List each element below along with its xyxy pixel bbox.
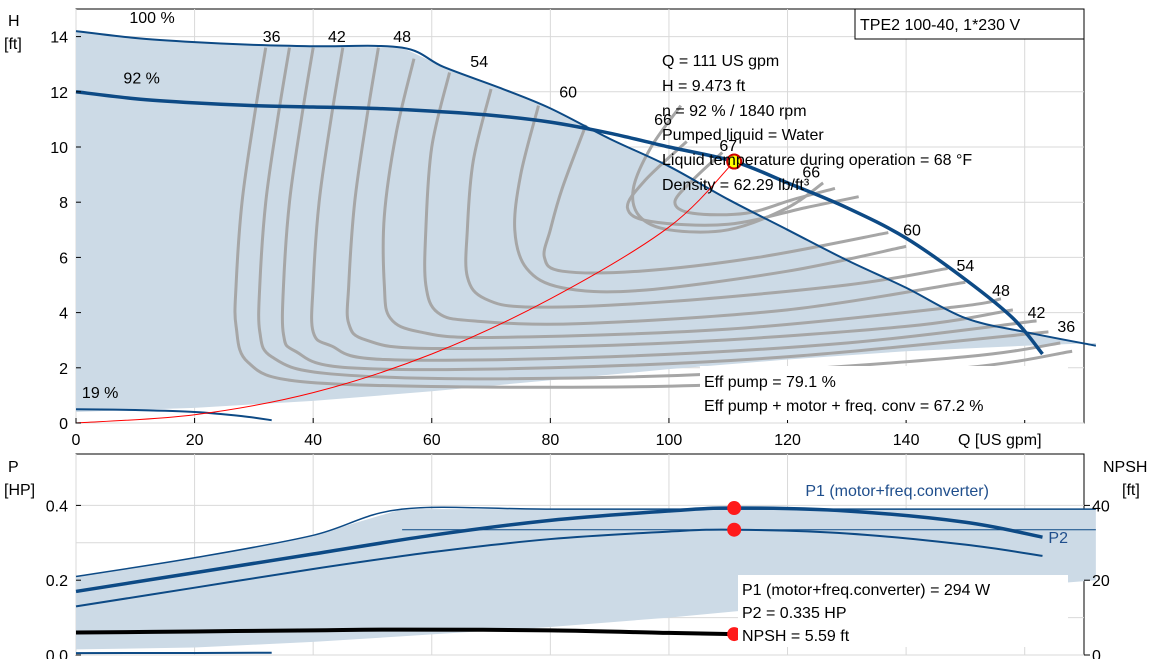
efficiency-label: 67	[719, 138, 737, 155]
power-series-label: P1 (motor+freq.converter)	[805, 483, 989, 500]
p2-curve	[75, 528, 1043, 608]
npsh-y-tick-label: 20	[1092, 573, 1110, 590]
efficiency-label: 42	[328, 29, 346, 46]
p1-max-curve	[75, 506, 1096, 578]
p1-curve	[75, 506, 1043, 594]
power-chart: P1 (motor+freq.converter) P2 0.0 0.2 0.4 0 2…	[4, 453, 1147, 659]
head-info-head: H = 9.473 ft	[662, 78, 746, 95]
efficiency-contour-48	[381, 58, 1002, 339]
y-tick-label: 2	[59, 361, 68, 378]
efficiency-contour-66	[631, 104, 824, 234]
efficiency-contour-54	[464, 88, 948, 309]
efficiency-contour-66	[625, 140, 859, 227]
efficiency-contour-48	[345, 47, 1014, 351]
efficiency-label: 54	[470, 54, 488, 71]
x-tick-label: 80	[541, 432, 559, 449]
power-info-npsh: NPSH = 5.59 ft	[742, 628, 850, 645]
power-y-tick-label: 0.0	[46, 648, 68, 659]
efficiency-contour-42	[280, 47, 1049, 372]
efficiency-contour-54	[423, 72, 966, 326]
efficiency-contour-36	[257, 47, 1061, 381]
power-y-tick-label: 0.2	[46, 573, 68, 590]
speed-labels: 100 % 92 % 19 %	[82, 10, 175, 402]
x-tick-label: 20	[186, 432, 204, 449]
x-tick-label: 0	[72, 432, 81, 449]
y-tick-label: 14	[50, 30, 68, 47]
power-series-label: P2	[1048, 530, 1068, 547]
efficiency-contour-42	[310, 47, 1037, 362]
head-info-speed: n = 92 % / 1840 rpm	[662, 103, 807, 120]
npsh-y-label-1: NPSH	[1103, 459, 1147, 476]
head-curves	[75, 30, 1097, 422]
head-curve-19pct	[75, 408, 272, 422]
system-curve	[75, 161, 735, 424]
speed-label: 19 %	[82, 385, 118, 402]
npsh-y-tick-label: 0	[1092, 648, 1101, 659]
x-tick-label: 100	[656, 432, 683, 449]
y-tick-label: 10	[50, 140, 68, 157]
head-info-liquid: Pumped liquid = Water	[662, 127, 824, 144]
x-tick-label: 120	[774, 432, 801, 449]
y-tick-label: 6	[59, 250, 68, 267]
power-series-labels: P1 (motor+freq.converter) P2	[805, 483, 1068, 547]
x-label-bg	[953, 427, 1081, 449]
product-label: TPE2 100-40, 1*230 V	[860, 17, 1020, 34]
speed-label: 92 %	[123, 71, 159, 88]
efficiency-contour-60	[513, 105, 907, 294]
efficiency-label: 48	[393, 29, 411, 46]
product-label-box	[854, 8, 1085, 40]
y-tick-label: 12	[50, 85, 68, 102]
npsh-y-label-2: [ft]	[1122, 482, 1140, 499]
head-y-label-2: [ft]	[4, 36, 22, 53]
efficiency-label: 48	[992, 283, 1010, 300]
npsh-y-ticks: 0 20 40	[1084, 498, 1110, 659]
efficiency-label: 36	[263, 29, 281, 46]
power-info-p1: P1 (motor+freq.converter) = 294 W	[742, 582, 991, 599]
power-markers	[727, 501, 742, 642]
head-y-ticks: 0 2 4 6 8 10 12 14	[50, 30, 81, 433]
head-y-label-1: H	[8, 13, 20, 30]
x-tick-label: 140	[893, 432, 920, 449]
power-y-label-1: P	[8, 459, 19, 476]
operating-point-marker	[727, 501, 742, 516]
efficiency-contours	[233, 47, 1073, 389]
power-info-p2: P2 = 0.335 HP	[742, 605, 847, 622]
head-info-flow: Q = 111 US gpm	[662, 53, 779, 70]
power-info-box	[738, 575, 1068, 647]
duty-point-marker	[726, 153, 743, 170]
power-y-label-2: [HP]	[4, 482, 35, 499]
head-x-label: Q [US gpm]	[958, 432, 1042, 449]
efficiency-labels: 36 42 48 54 60 66 67 66 60 54 48 42 36	[263, 29, 1075, 336]
x-tick-label: 60	[423, 432, 441, 449]
operating-point-marker	[727, 627, 742, 642]
y-tick-label: 0	[59, 416, 68, 433]
y-tick-label: 8	[59, 195, 68, 212]
efficiency-label: 42	[1028, 305, 1046, 322]
efficiency-label: 54	[957, 258, 975, 275]
speed-label: 100 %	[129, 10, 174, 27]
eff-info-pump: Eff pump = 79.1 %	[704, 374, 836, 391]
efficiency-label: 60	[903, 222, 921, 239]
efficiency-label: 66	[802, 164, 820, 181]
eff-info-total: Eff pump + motor + freq. conv = 67.2 %	[704, 398, 983, 415]
head-info-temperature: Liquid temperature during operation = 68…	[662, 152, 972, 169]
head-curve-92pct	[75, 90, 1044, 356]
power-y-ticks: 0.0 0.2 0.4	[46, 498, 81, 659]
efficiency-label: 36	[1057, 319, 1075, 336]
operating-point-marker	[727, 522, 742, 537]
npsh-y-tick-label: 40	[1092, 498, 1110, 515]
efficiency-label: 66	[654, 112, 672, 129]
eff-info-box	[700, 366, 1068, 420]
efficiency-label: 60	[559, 84, 577, 101]
x-tick-label: 40	[304, 432, 322, 449]
power-operating-area	[76, 509, 1096, 650]
efficiency-contour-60	[542, 124, 889, 275]
head-info-density: Density = 62.29 lb/ft³	[662, 177, 810, 194]
power-y-tick-label: 0.4	[46, 498, 68, 515]
y-tick-label: 4	[59, 306, 68, 323]
